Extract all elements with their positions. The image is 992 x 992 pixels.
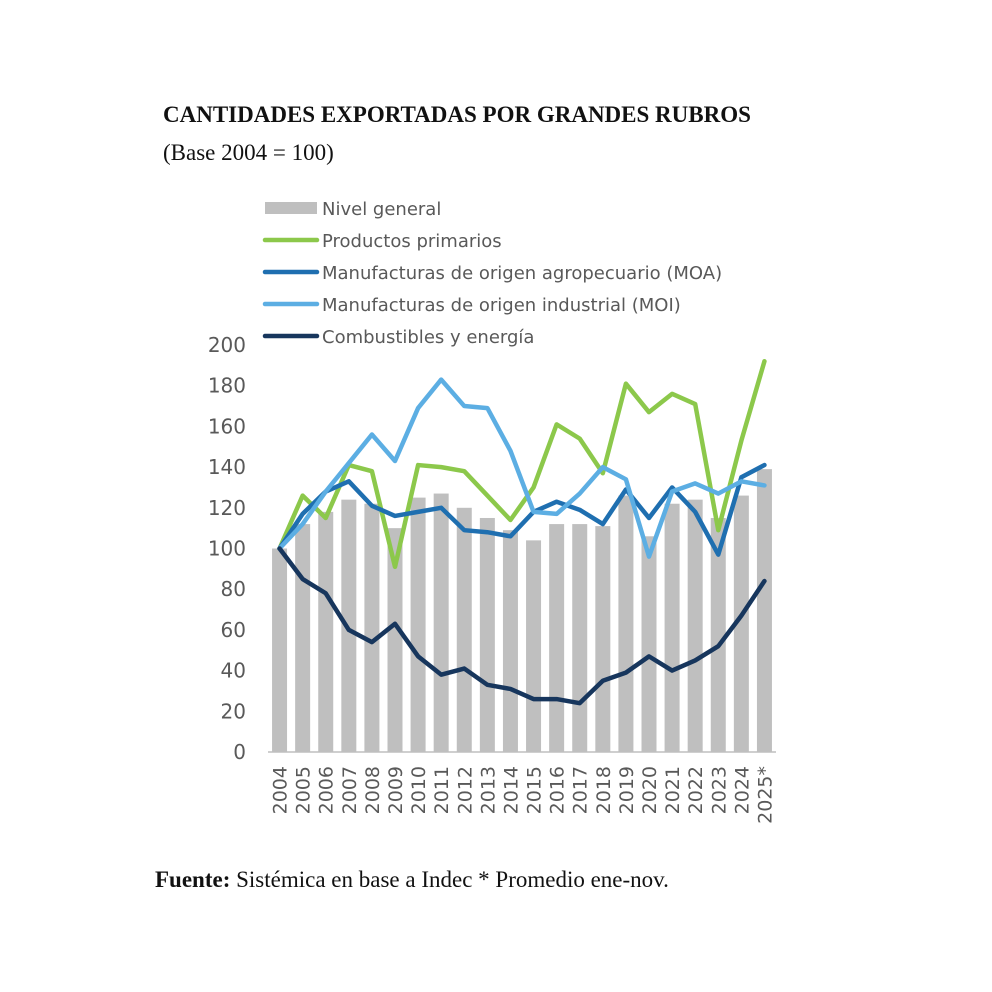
- bar: [641, 536, 657, 752]
- bar: [733, 495, 749, 752]
- x-tick-label: 2014: [500, 766, 522, 814]
- y-tick-label: 60: [221, 618, 246, 642]
- x-tick-label: 2007: [339, 766, 361, 814]
- x-tick-label: 2004: [270, 766, 292, 814]
- bar: [387, 528, 403, 752]
- y-tick-label: 200: [208, 333, 246, 357]
- x-tick-label: 2019: [616, 766, 638, 814]
- x-tick-label: 2022: [685, 766, 707, 814]
- x-tick-label: 2012: [454, 766, 476, 814]
- y-tick-label: 40: [221, 659, 246, 683]
- x-tick-label: 2025*: [754, 766, 776, 824]
- y-tick-label: 0: [233, 740, 246, 764]
- bar: [502, 530, 518, 752]
- y-tick-label: 180: [208, 374, 246, 398]
- line: [277, 377, 767, 559]
- bar: [272, 548, 288, 752]
- x-tick-label: 2021: [662, 766, 684, 814]
- y-tick-label: 120: [208, 496, 246, 520]
- line: [277, 546, 767, 706]
- bar: [526, 540, 542, 752]
- chart-title: CANTIDADES EXPORTADAS POR GRANDES RUBROS: [163, 102, 751, 127]
- y-tick-label: 160: [208, 414, 246, 438]
- legend-label: Combustibles y energía: [322, 327, 534, 348]
- x-tick-label: 2023: [708, 766, 730, 814]
- bar: [572, 524, 588, 752]
- x-tick-label: 2020: [639, 766, 661, 814]
- chart-subtitle: (Base 2004 = 100): [163, 140, 334, 165]
- x-tick-label: 2006: [316, 766, 338, 814]
- x-tick-label: 2017: [570, 766, 592, 814]
- legend-swatch: [265, 202, 317, 214]
- bar: [410, 497, 426, 752]
- x-tick-label: 2009: [385, 766, 407, 814]
- legend-label: Manufacturas de origen agropecuario (MOA…: [322, 263, 722, 284]
- bar: [364, 503, 380, 752]
- bar: [756, 469, 772, 752]
- legend-label: Productos primarios: [322, 231, 502, 252]
- x-tick-label: 2010: [408, 766, 430, 814]
- x-tick-label: 2005: [293, 766, 315, 814]
- bar: [710, 517, 726, 752]
- legend-label: Nivel general: [322, 199, 441, 220]
- y-tick-label: 20: [221, 699, 246, 723]
- legend-label: Manufacturas de origen industrial (MOI): [322, 295, 681, 316]
- y-tick-label: 100: [208, 537, 246, 561]
- x-tick-label: 2011: [431, 766, 453, 814]
- x-tick-label: 2008: [362, 766, 384, 814]
- x-tick-label: 2018: [593, 766, 615, 814]
- bar: [664, 503, 680, 752]
- source-label: Fuente:: [155, 867, 230, 892]
- y-tick-label: 140: [208, 455, 246, 479]
- bar: [618, 495, 634, 752]
- bar: [456, 507, 472, 752]
- bar: [433, 493, 449, 752]
- x-tick-label: 2015: [524, 766, 546, 814]
- source: Fuente: Sistémica en base a Indec * Prom…: [155, 867, 669, 892]
- line: [277, 359, 767, 570]
- source-text: Sistémica en base a Indec * Promedio ene…: [236, 867, 669, 892]
- bar: [549, 524, 565, 752]
- bar: [318, 511, 334, 752]
- bar: [687, 499, 703, 752]
- y-tick-label: 80: [221, 577, 246, 601]
- x-tick-label: 2016: [547, 766, 569, 814]
- bar: [295, 524, 311, 752]
- x-tick-label: 2013: [477, 766, 499, 814]
- x-tick-label: 2024: [731, 766, 753, 814]
- bar: [479, 517, 495, 752]
- bar: [595, 526, 611, 752]
- line: [277, 462, 767, 557]
